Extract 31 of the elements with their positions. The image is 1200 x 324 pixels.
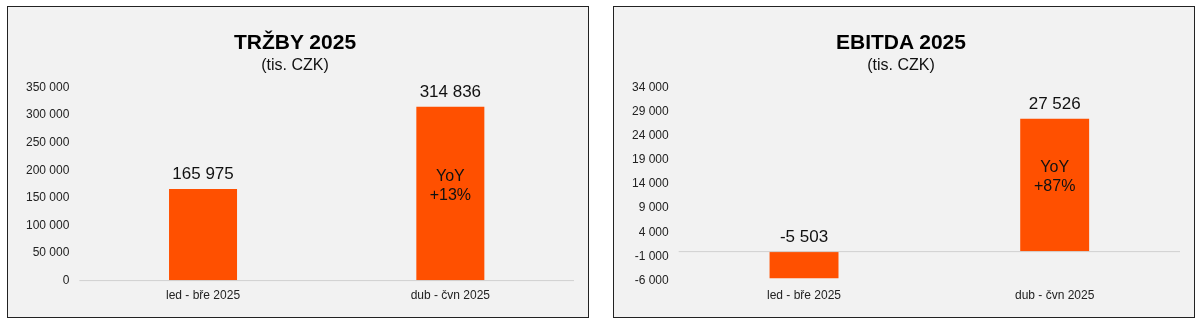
y-tick-label: 9 000 bbox=[638, 200, 670, 215]
annotation: YoY +87% bbox=[1033, 158, 1076, 195]
chart-title: TRŽBY 2025 bbox=[233, 30, 357, 54]
y-tick-label: 200 000 bbox=[25, 162, 70, 177]
data-label: 27 526 bbox=[1028, 93, 1081, 113]
data-label: 165 975 bbox=[172, 164, 234, 184]
chart-title: EBITDA 2025 bbox=[836, 30, 967, 54]
y-tick-label: 50 000 bbox=[32, 245, 70, 260]
chart-subtitle: (tis. CZK) bbox=[867, 56, 935, 74]
x-tick-label: dub - čvn 2025 bbox=[410, 288, 491, 303]
y-tick-label: 150 000 bbox=[25, 190, 70, 205]
y-tick-label: 250 000 bbox=[25, 134, 70, 149]
y-tick-label: 0 bbox=[62, 272, 70, 287]
chart-subtitle: (tis. CZK) bbox=[261, 56, 329, 74]
y-tick-label: -1 000 bbox=[634, 248, 670, 263]
data-label: 314 836 bbox=[419, 82, 482, 101]
data-label: -5 503 bbox=[779, 226, 829, 246]
x-tick-label: dub - čvn 2025 bbox=[1014, 288, 1095, 303]
y-tick-label: 4 000 bbox=[638, 224, 670, 239]
y-tick-label: 24 000 bbox=[632, 128, 670, 143]
y-tick-label: 14 000 bbox=[632, 176, 670, 191]
y-tick-label: 350 000 bbox=[25, 79, 70, 94]
y-tick-label: 29 000 bbox=[632, 103, 670, 118]
y-tick-label: 34 000 bbox=[632, 79, 670, 94]
x-tick-label: led - bře 2025 bbox=[767, 288, 842, 303]
y-tick-label: 100 000 bbox=[25, 217, 70, 232]
x-tick-label: led - bře 2025 bbox=[166, 288, 241, 303]
y-tick-label: -6 000 bbox=[634, 272, 670, 287]
y-tick-label: 300 000 bbox=[25, 107, 70, 122]
annotation: YoY +13% bbox=[429, 166, 472, 203]
y-tick-label: 19 000 bbox=[632, 152, 670, 167]
